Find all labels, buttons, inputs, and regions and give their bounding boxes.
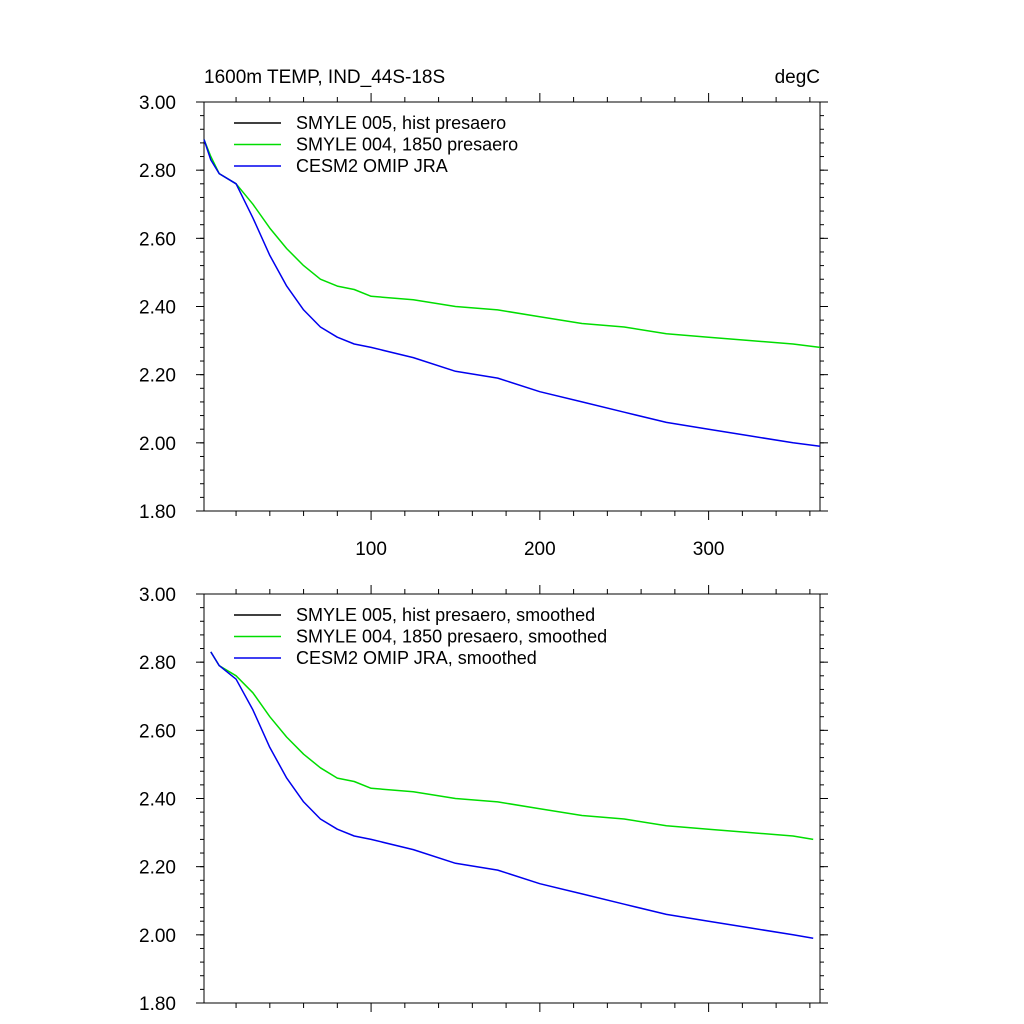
y-tick-label: 2.00 [139, 926, 176, 947]
y-tick-label: 2.00 [139, 434, 176, 455]
bottom-panel: 1.80 2.00 2.20 2.40 2.60 2.80 3.00 SMYLE 005, h… [139, 585, 828, 1015]
legend-label: CESM2 OMIP JRA [296, 156, 448, 176]
x-tick-label: 200 [524, 539, 556, 560]
y-tick-label: 3.00 [139, 585, 176, 606]
y-tick-label: 2.60 [139, 721, 176, 742]
top-panel: 1.80 2.00 2.20 2.40 2.60 2.80 3.00 100 200 300 SMY… [139, 93, 828, 560]
series-line-3 [203, 139, 821, 447]
y-tick-label: 3.00 [139, 93, 176, 114]
y-tick-label: 1.80 [139, 994, 176, 1015]
chart-title-right: degC [775, 67, 820, 88]
y-tick-label: 1.80 [139, 502, 176, 523]
y-tick-label: 2.40 [139, 298, 176, 319]
x-tick-label: 300 [693, 539, 725, 560]
y-tick-label: 2.40 [139, 790, 176, 811]
legend-label: CESM2 OMIP JRA, smoothed [296, 648, 537, 668]
legend-label: SMYLE 005, hist presaero, smoothed [296, 605, 595, 625]
x-tick-label: 100 [355, 539, 387, 560]
series-line-3 [210, 651, 814, 939]
y-tick-label: 2.60 [139, 229, 176, 250]
chart-title-left: 1600m TEMP, IND_44S-18S [204, 67, 445, 88]
legend-label: SMYLE 004, 1850 presaero [296, 135, 518, 155]
y-tick-label: 2.20 [139, 858, 176, 879]
y-tick-label: 2.20 [139, 366, 176, 387]
series-line-2 [210, 651, 814, 841]
y-tick-label: 2.80 [139, 161, 176, 182]
legend-label: SMYLE 004, 1850 presaero, smoothed [296, 627, 607, 647]
legend-label: SMYLE 005, hist presaero [296, 113, 506, 133]
series-line-2 [203, 139, 821, 349]
y-tick-label: 2.80 [139, 653, 176, 674]
